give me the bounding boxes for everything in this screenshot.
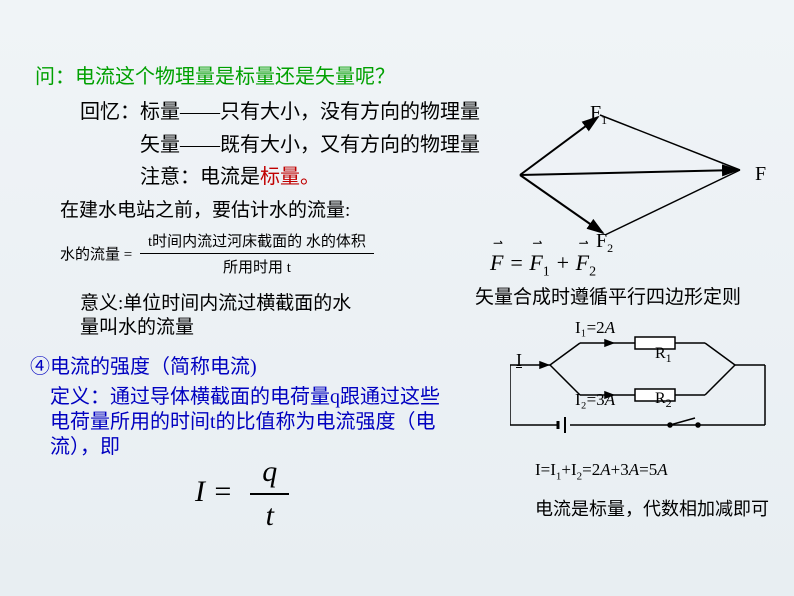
current-formula: I = q t bbox=[195, 455, 289, 533]
parallelogram-rule: 矢量合成时遵循平行四边形定则 bbox=[475, 282, 741, 309]
waterflow-numerator: t时间内流过河床截面的 水的体积 bbox=[140, 230, 374, 254]
vector-f1-label: F1 bbox=[590, 102, 607, 128]
circuit-i-label: I bbox=[516, 350, 522, 371]
formula-fraction: q t bbox=[250, 455, 289, 533]
vector-f2-label: F2 bbox=[596, 230, 613, 256]
waterflow-formula: 水的流量 = t时间内流过河床截面的 水的体积 所用时用 t bbox=[60, 230, 374, 277]
circuit-calculation: I=I1+I2=2A+3A=5A bbox=[535, 460, 668, 482]
vector-addition-formula: ⇀F = ⇀F1 + ⇀F2 bbox=[490, 250, 596, 280]
water-estimate: 在建水电站之前，要估计水的流量: bbox=[60, 195, 350, 222]
definition-line3: 流），即 bbox=[50, 430, 120, 459]
meaning-line2: 量叫水的流量 bbox=[80, 312, 194, 339]
meaning-line1: 意义:单位时间内流过横截面的水 bbox=[80, 288, 351, 315]
circuit-note: 电流是标量，代数相加减即可 bbox=[535, 495, 769, 521]
note-prefix: 注意：电流是 bbox=[140, 166, 260, 188]
circuit-r1-label: R1 bbox=[655, 345, 672, 366]
parallelogram-diagram bbox=[510, 105, 760, 250]
question-text: 问：电流这个物理量是标量还是矢量呢？ bbox=[35, 60, 395, 89]
waterflow-fraction: t时间内流过河床截面的 水的体积 所用时用 t bbox=[140, 230, 374, 277]
formula-equals: = bbox=[213, 475, 241, 508]
circuit-diagram bbox=[510, 335, 770, 445]
section-4-title: ④电流的强度（简称电流) bbox=[30, 350, 257, 379]
vector-f-label: F bbox=[755, 163, 766, 186]
circuit-i1-label: I₁=2A bbox=[575, 318, 615, 338]
formula-denominator: t bbox=[250, 495, 289, 533]
waterflow-denominator: 所用时用 t bbox=[140, 254, 374, 277]
recall-vector: 矢量——既有大小，又有方向的物理量 bbox=[140, 128, 480, 157]
waterflow-label: 水的流量 = bbox=[60, 243, 132, 264]
note-scalar: 标量。 bbox=[260, 166, 320, 188]
circuit-i2-label: I₂=3A bbox=[575, 390, 615, 410]
recall-scalar: 回忆：标量——只有大小，没有方向的物理量 bbox=[80, 95, 480, 124]
note-text: 注意：电流是标量。 bbox=[140, 160, 320, 189]
formula-lhs: I bbox=[195, 475, 205, 508]
formula-numerator: q bbox=[250, 455, 289, 495]
circuit-r2-label: R2 bbox=[655, 390, 672, 411]
